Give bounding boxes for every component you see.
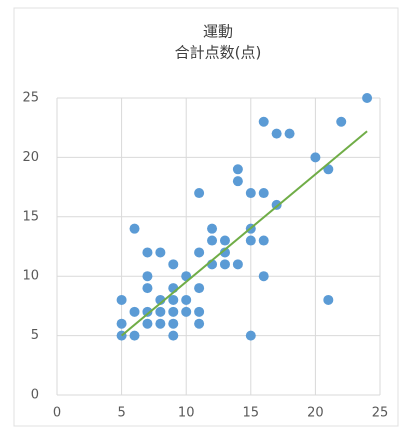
point [219,259,230,270]
point [219,235,230,246]
point [232,164,243,175]
x-tick-label: 15 [243,406,260,421]
point [258,235,269,246]
point [219,247,230,258]
y-tick-label: 10 [22,269,39,284]
point [245,188,256,199]
point [142,271,153,282]
point [116,294,127,305]
point [194,247,205,258]
point [155,306,166,317]
point [142,318,153,329]
point [129,306,140,317]
point [232,259,243,270]
point [129,330,140,341]
point [181,306,192,317]
point [284,128,295,139]
point [142,306,153,317]
point [116,318,127,329]
x-tick-label: 5 [117,406,125,421]
point [323,294,334,305]
y-tick-label: 25 [22,91,39,106]
point [245,235,256,246]
y-tick-label: 20 [22,150,39,165]
chart-subtitle: 合計点数(点) [175,44,262,62]
point [168,259,179,270]
point [258,271,269,282]
x-tick-label: 0 [53,406,61,421]
point [245,330,256,341]
point [271,128,282,139]
point [194,283,205,294]
point [207,235,218,246]
point [168,330,179,341]
point [362,93,373,103]
point [258,188,269,199]
x-tick-label: 20 [307,406,324,421]
point [194,188,205,199]
y-tick-label: 0 [31,388,39,403]
point [181,294,192,305]
point [129,223,140,234]
point [155,318,166,329]
point [155,247,166,258]
point [310,152,321,163]
point [168,306,179,317]
point [168,294,179,305]
point [194,318,205,329]
point [207,223,218,234]
x-tick-label: 10 [178,406,195,421]
chart-title: 運動 [203,23,233,41]
point [232,176,243,187]
y-tick-label: 5 [31,328,39,343]
point [142,247,153,258]
point [336,116,347,127]
trend-line [120,130,368,337]
point [194,306,205,317]
y-tick-label: 15 [22,209,39,224]
x-tick-label: 25 [372,406,389,421]
point [168,318,179,329]
point [258,116,269,127]
point [142,283,153,294]
